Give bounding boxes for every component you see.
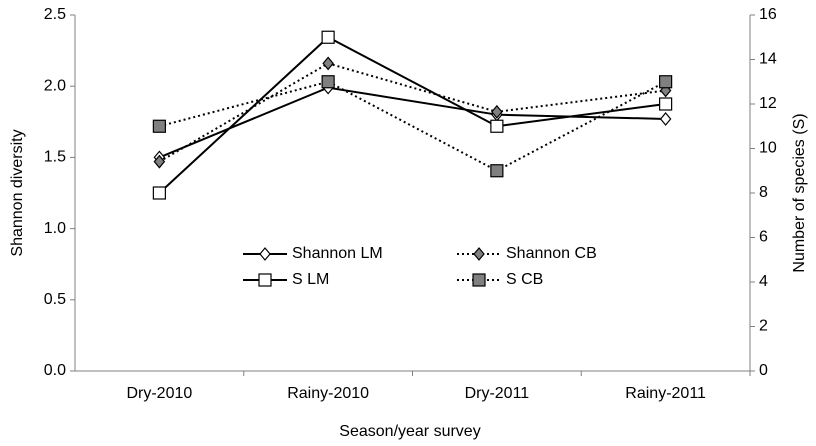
y2-tick-label: 4 <box>759 273 768 290</box>
legend-marker <box>259 247 271 261</box>
y2-axis-title: Number of species (S) <box>791 113 808 272</box>
legend-label: S CB <box>506 271 543 288</box>
data-point <box>659 112 672 126</box>
y2-tick-label: 14 <box>759 51 777 68</box>
x-axis-title: Season/year survey <box>339 423 480 440</box>
series-line <box>158 62 666 163</box>
x-tick-label: Dry-2010 <box>126 385 192 402</box>
data-point <box>321 30 335 44</box>
legend-marker <box>258 273 272 287</box>
y-tick-label: 0.5 <box>44 291 66 308</box>
y-tick-label: 2.5 <box>44 6 66 23</box>
data-point <box>490 119 504 133</box>
legend-marker <box>472 273 486 287</box>
x-tick-label: Rainy-2011 <box>625 385 706 402</box>
legend-label: S LM <box>292 271 329 288</box>
data-point <box>659 97 673 111</box>
data-point <box>152 186 166 200</box>
y-axis-title: Shannon diversity <box>9 129 26 256</box>
data-point <box>490 164 504 178</box>
y-tick-label: 1.5 <box>44 149 66 166</box>
series-line <box>158 36 666 194</box>
legend-label: Shannon CB <box>506 245 597 262</box>
y-tick-label: 2.0 <box>44 77 66 94</box>
data-point <box>491 104 503 119</box>
y2-tick-label: 6 <box>759 229 768 246</box>
data-point <box>659 75 673 89</box>
data-point <box>153 154 166 169</box>
y2-tick-label: 16 <box>759 6 777 23</box>
x-tick-label: Dry-2011 <box>465 385 530 402</box>
data-point <box>322 56 334 71</box>
series-line <box>159 80 667 172</box>
data-point <box>321 75 335 89</box>
x-tick-label: Rainy-2010 <box>287 385 369 402</box>
y2-tick-label: 8 <box>759 184 768 201</box>
data-point <box>152 119 166 133</box>
y-tick-label: 1.0 <box>44 220 66 237</box>
y2-tick-label: 12 <box>759 95 777 112</box>
legend-marker <box>473 247 485 261</box>
y2-tick-label: 10 <box>759 140 777 157</box>
y-tick-label: 0.0 <box>44 362 66 379</box>
y2-tick-label: 2 <box>759 318 768 335</box>
y2-tick-label: 0 <box>759 362 768 379</box>
series-line <box>158 86 666 159</box>
legend-label: Shannon LM <box>292 245 383 262</box>
